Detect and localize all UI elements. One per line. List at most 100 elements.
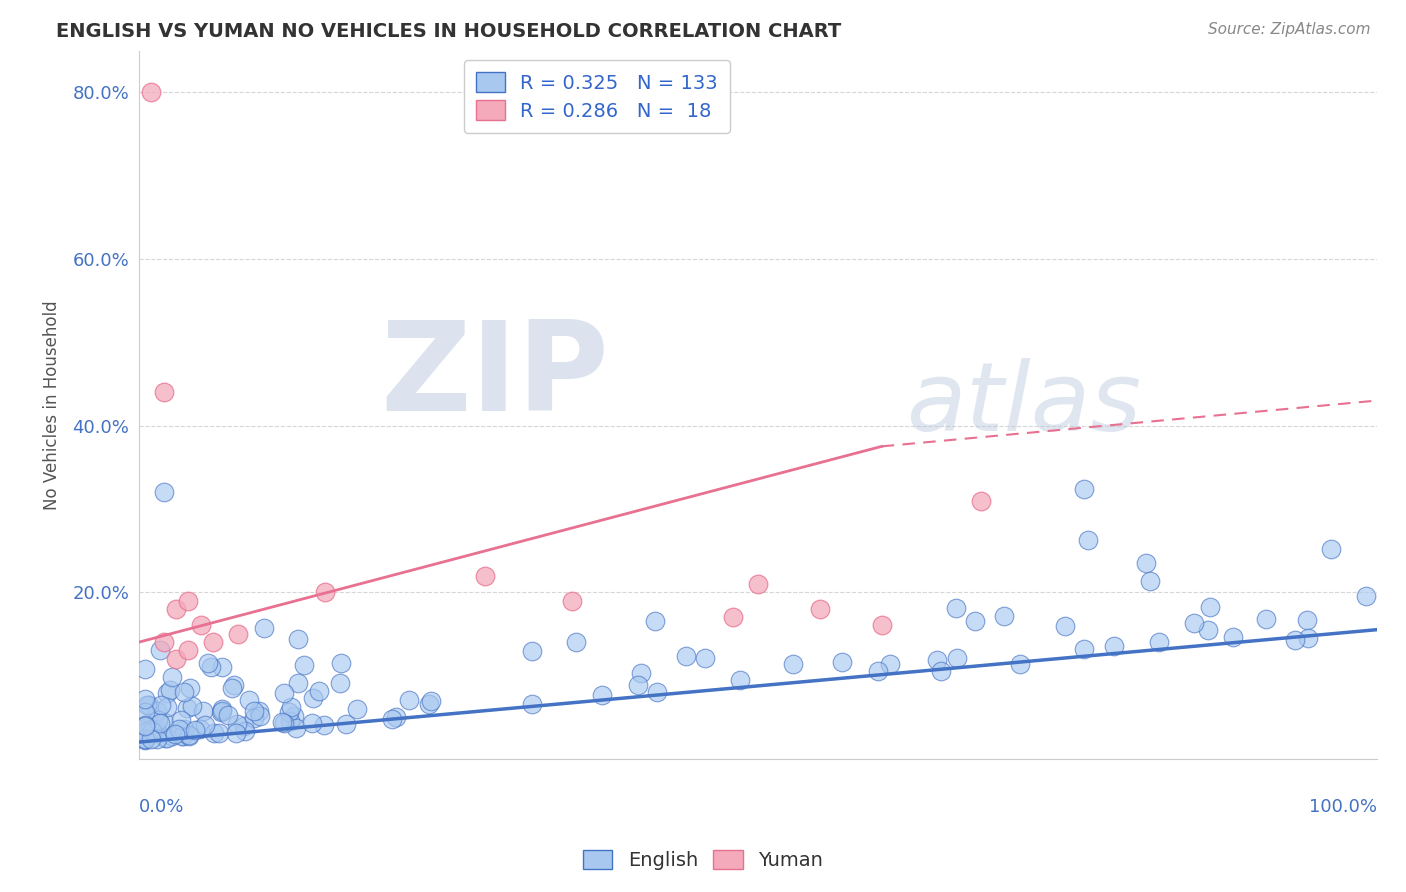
- Point: [177, 643, 200, 657]
- Text: ZIP: ZIP: [381, 316, 609, 437]
- Point: [209, 705, 232, 719]
- Point: [156, 731, 179, 745]
- Point: [221, 681, 243, 695]
- Point: [945, 601, 967, 615]
- Point: [970, 493, 993, 508]
- Point: [224, 678, 246, 692]
- Point: [211, 659, 233, 673]
- Point: [1296, 631, 1319, 645]
- Point: [165, 726, 187, 740]
- Point: [200, 660, 222, 674]
- Point: [312, 718, 335, 732]
- Point: [294, 658, 316, 673]
- Point: [159, 683, 181, 698]
- Point: [1254, 612, 1277, 626]
- Point: [167, 722, 190, 736]
- Point: [134, 732, 156, 747]
- Text: ENGLISH VS YUMAN NO VEHICLES IN HOUSEHOLD CORRELATION CHART: ENGLISH VS YUMAN NO VEHICLES IN HOUSEHOL…: [56, 22, 841, 41]
- Point: [330, 656, 353, 670]
- Point: [644, 614, 666, 628]
- Point: [134, 725, 156, 739]
- Point: [1199, 599, 1222, 614]
- Point: [808, 602, 831, 616]
- Point: [134, 720, 156, 734]
- Point: [136, 698, 159, 713]
- Point: [141, 724, 163, 739]
- Point: [134, 733, 156, 747]
- Point: [146, 723, 169, 738]
- Point: [695, 650, 717, 665]
- Point: [271, 714, 294, 729]
- Point: [134, 719, 156, 733]
- Point: [152, 635, 174, 649]
- Point: [1077, 533, 1099, 548]
- Point: [139, 722, 162, 736]
- Point: [152, 385, 174, 400]
- Point: [870, 618, 893, 632]
- Point: [238, 693, 260, 707]
- Point: [170, 713, 193, 727]
- Point: [301, 716, 323, 731]
- Point: [211, 702, 233, 716]
- Point: [188, 722, 211, 736]
- Point: [225, 726, 247, 740]
- Point: [156, 700, 179, 714]
- Text: 0.0%: 0.0%: [139, 797, 184, 815]
- Legend: English, Yuman: English, Yuman: [575, 842, 831, 878]
- Point: [1073, 482, 1095, 496]
- Point: [156, 685, 179, 699]
- Point: [418, 697, 440, 711]
- Point: [287, 675, 309, 690]
- Point: [993, 609, 1015, 624]
- Point: [179, 730, 201, 744]
- Point: [1354, 590, 1376, 604]
- Point: [149, 643, 172, 657]
- Point: [179, 681, 201, 696]
- Point: [149, 716, 172, 731]
- Point: [247, 704, 270, 718]
- Point: [226, 627, 249, 641]
- Point: [630, 666, 652, 681]
- Point: [146, 731, 169, 746]
- Point: [329, 675, 352, 690]
- Text: Source: ZipAtlas.com: Source: ZipAtlas.com: [1208, 22, 1371, 37]
- Point: [173, 722, 195, 736]
- Point: [1197, 624, 1219, 638]
- Point: [747, 577, 769, 591]
- Point: [176, 701, 198, 715]
- Point: [233, 719, 256, 733]
- Point: [522, 644, 544, 658]
- Legend: R = 0.325   N = 133, R = 0.286   N =  18: R = 0.325 N = 133, R = 0.286 N = 18: [464, 61, 730, 133]
- Point: [277, 706, 299, 720]
- Point: [191, 705, 214, 719]
- Point: [1073, 642, 1095, 657]
- Point: [177, 593, 200, 607]
- Point: [1054, 619, 1077, 633]
- Point: [346, 702, 368, 716]
- Point: [1139, 574, 1161, 588]
- Point: [134, 692, 156, 706]
- Point: [249, 709, 271, 723]
- Point: [561, 593, 583, 607]
- Point: [202, 726, 225, 740]
- Point: [146, 725, 169, 739]
- Point: [173, 685, 195, 699]
- Point: [165, 602, 187, 616]
- Point: [522, 698, 544, 712]
- Point: [273, 686, 295, 700]
- Point: [197, 656, 219, 670]
- Point: [273, 715, 295, 730]
- Point: [302, 691, 325, 706]
- Point: [148, 714, 170, 728]
- Point: [1135, 556, 1157, 570]
- Point: [283, 709, 305, 723]
- Point: [242, 711, 264, 725]
- Point: [314, 585, 336, 599]
- Point: [627, 678, 650, 692]
- Point: [134, 731, 156, 746]
- Point: [153, 485, 176, 500]
- Point: [172, 729, 194, 743]
- Point: [181, 699, 204, 714]
- Point: [946, 650, 969, 665]
- Point: [138, 698, 160, 712]
